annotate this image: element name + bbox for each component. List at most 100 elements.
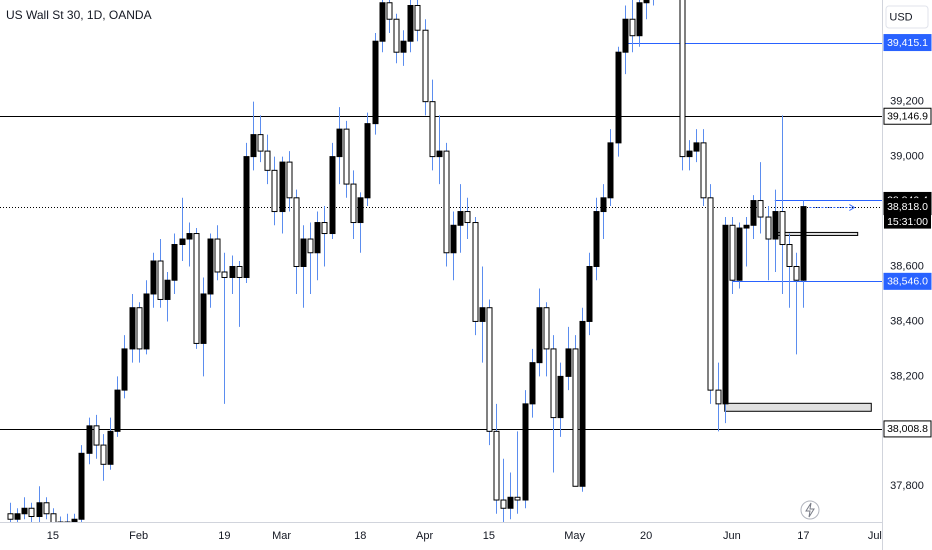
candle-body xyxy=(543,307,550,350)
candle-body xyxy=(550,348,557,419)
candle-body xyxy=(522,403,529,501)
candle-body xyxy=(615,51,622,144)
candle-body xyxy=(743,224,750,229)
candle-body xyxy=(28,507,35,518)
countdown-tag xyxy=(884,214,931,229)
y-tick-label: 39,200 xyxy=(890,96,924,108)
candle-body xyxy=(286,161,293,199)
candle-body xyxy=(679,0,686,158)
candle-body xyxy=(457,211,464,226)
candle-body xyxy=(507,496,514,509)
candle-body xyxy=(536,307,543,364)
price-tag-label: 38,546.0 xyxy=(887,276,928,288)
candle-body xyxy=(779,211,786,246)
candle-body xyxy=(93,425,100,446)
replay-button[interactable] xyxy=(800,500,820,520)
candle-body xyxy=(464,211,471,224)
candle-body xyxy=(486,307,493,432)
candle-body xyxy=(772,211,779,240)
y-tick-label: 38,600 xyxy=(890,260,924,272)
candle-body xyxy=(629,18,636,37)
candle-body xyxy=(207,238,214,295)
candle-body xyxy=(707,197,714,391)
candle-body xyxy=(643,0,650,4)
candle-body xyxy=(586,265,593,322)
plot-area xyxy=(0,0,882,522)
x-tick-label: 19 xyxy=(218,530,230,542)
candle-body xyxy=(150,260,157,295)
candle-body xyxy=(300,238,307,267)
candle-body xyxy=(493,430,500,501)
candle-body xyxy=(307,238,314,254)
candle-body xyxy=(364,123,371,199)
candle-body xyxy=(565,348,572,377)
zone xyxy=(724,402,872,412)
chart-title: US Wall St 30, 1D, OANDA xyxy=(6,8,152,22)
candle-body xyxy=(243,156,250,278)
candle-body xyxy=(372,40,379,125)
candle-body xyxy=(750,200,757,226)
candle-body xyxy=(407,4,414,42)
candle-body xyxy=(143,293,150,350)
candle-body xyxy=(529,362,536,405)
price-tag xyxy=(883,272,932,290)
currency-box[interactable] xyxy=(885,5,929,29)
candle-body xyxy=(78,452,85,520)
candle-body xyxy=(793,265,800,281)
candle-body xyxy=(86,425,93,454)
candle-body xyxy=(357,197,364,224)
price-tag-label: 38,008.8 xyxy=(887,423,928,435)
candle-body xyxy=(114,389,121,432)
candle-body xyxy=(14,513,21,520)
candle-body xyxy=(271,169,278,213)
candle-body xyxy=(21,507,28,515)
candle-body xyxy=(686,150,693,158)
candle-body xyxy=(200,293,207,344)
candle-body xyxy=(514,496,521,501)
candle-body xyxy=(179,238,186,246)
candle-body xyxy=(214,238,221,273)
candle-body xyxy=(579,320,586,487)
candle-body xyxy=(572,348,579,487)
candle-body xyxy=(593,211,600,267)
candle-body xyxy=(500,499,507,509)
candle-body xyxy=(765,216,772,240)
candle-body xyxy=(221,271,228,278)
candle-body xyxy=(600,197,607,213)
candle-body xyxy=(171,244,178,281)
currency: USD xyxy=(889,11,912,23)
x-tick-label: Jul xyxy=(868,530,882,542)
candle-body xyxy=(229,265,236,278)
candle-body xyxy=(443,150,450,254)
projection-arrow-head xyxy=(849,204,856,211)
x-tick-label: Mar xyxy=(272,530,291,542)
candle-body xyxy=(386,2,393,20)
candle-body xyxy=(50,513,57,522)
x-tick-label: 18 xyxy=(354,530,366,542)
candle-body xyxy=(43,502,50,515)
x-tick-label: Apr xyxy=(416,530,433,542)
y-tick-label: 38,400 xyxy=(890,315,924,327)
price-axis: 39,200 39,000 38,600 38,400 38,200 37,800 39,4… xyxy=(883,34,932,492)
price-tag xyxy=(883,420,932,438)
x-tick-label: Feb xyxy=(129,530,148,542)
candle-body xyxy=(422,29,429,103)
candle-body xyxy=(414,4,421,31)
candle-body xyxy=(236,265,243,278)
candle-body xyxy=(557,375,564,419)
candle-body xyxy=(157,260,164,300)
candle-body xyxy=(472,222,479,322)
countdown: 15:31:00 xyxy=(887,216,928,228)
candle-body xyxy=(264,150,271,171)
candle-body xyxy=(121,348,128,391)
y-tick-label: 39,000 xyxy=(890,151,924,163)
candle-body xyxy=(715,389,722,405)
x-tick-label: 15 xyxy=(483,530,495,542)
y-tick-label: 38,200 xyxy=(890,370,924,382)
candle-body xyxy=(379,2,386,42)
x-tick-label: May xyxy=(564,530,585,542)
candle-body xyxy=(136,307,143,350)
candle-body xyxy=(36,502,43,518)
